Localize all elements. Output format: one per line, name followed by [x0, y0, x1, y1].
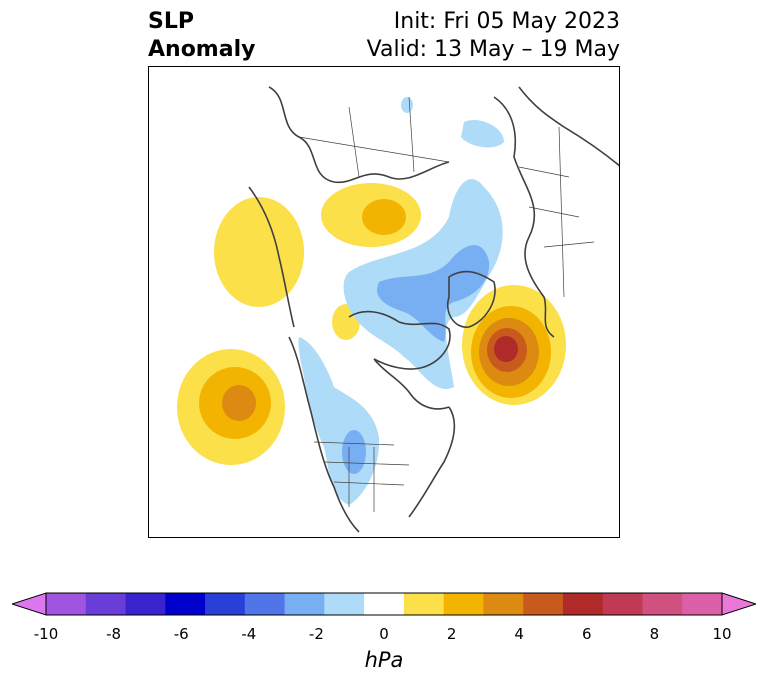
colorbar-tick-label: -4: [241, 625, 257, 643]
colorbar-segment: [205, 593, 246, 615]
colorbar-tick-label: 0: [379, 625, 389, 643]
coast-asia-east: [518, 86, 619, 167]
anomaly-high-pacific-core: [222, 385, 256, 421]
map-canvas: [149, 86, 619, 533]
colorbar-segment: [165, 593, 206, 615]
colorbar-tick-label: -10: [33, 625, 59, 643]
colorbar-extend-low: [10, 592, 47, 616]
coast-alaska: [248, 186, 295, 328]
anomaly-low-small: [401, 97, 413, 113]
colorbar-segment: [403, 593, 445, 615]
anomaly-low-north-america-core: [342, 430, 366, 474]
colorbar-segment: [562, 593, 604, 615]
colorbar-graphic: [10, 592, 758, 616]
coast-siberia: [268, 86, 450, 184]
colorbar-segment: [642, 593, 683, 615]
colorbar-segment: [324, 593, 365, 615]
colorbar-segment: [364, 593, 405, 615]
init-date: Init: Fri 05 May 2023: [393, 9, 620, 34]
colorbar-tick-label: 10: [712, 625, 732, 643]
colorbar-tick-label: -2: [308, 625, 324, 643]
coastlines: [248, 86, 619, 533]
anomaly-high-arctic-core: [362, 199, 406, 235]
anomaly-low-north-america: [298, 337, 380, 505]
anomaly-low-north: [461, 119, 504, 148]
border-europe: [518, 126, 595, 298]
colorbar-tick-label: 2: [446, 625, 457, 643]
colorbar-tick-label: 6: [582, 625, 592, 643]
colorbar-segment: [483, 593, 524, 615]
coast-greenland: [447, 270, 496, 328]
coast-west-na: [288, 336, 360, 533]
colorbar-segment: [85, 593, 127, 615]
coast-east-na: [408, 406, 456, 518]
anomaly-fields: [177, 97, 566, 505]
edge-gap: [149, 285, 153, 321]
colorbar-segment: [682, 593, 723, 615]
colorbar-tick-label: 8: [649, 625, 660, 643]
coast-europe: [493, 96, 555, 338]
coast-hudson: [373, 358, 450, 410]
colorbar: [10, 592, 758, 622]
coast-canada-arctic: [348, 310, 451, 370]
anomaly-low-arctic-core: [377, 245, 490, 342]
anomaly-high-atlantic-core: [494, 336, 518, 362]
colorbar-segment: [244, 593, 286, 615]
colorbar-tick-label: -8: [106, 625, 122, 643]
colorbar-segment: [523, 593, 564, 615]
colorbar-tick-label: -6: [173, 625, 189, 643]
colorbar-segment: [602, 593, 643, 615]
colorbar-extend-high: [721, 592, 758, 616]
map-subtitle: Init: Fri 05 May 2023 Valid: 13 May – 19…: [367, 8, 620, 64]
colorbar-segment: [46, 593, 87, 615]
border-states: [323, 447, 410, 512]
borders: [298, 96, 595, 512]
colorbar-frame: [45, 592, 723, 616]
colorbar-segment: [125, 593, 166, 615]
slp-anomaly-map: [148, 66, 620, 538]
border-russia: [298, 96, 450, 178]
map-title: SLP Anomaly: [148, 8, 255, 64]
valid-range: Valid: 13 May – 19 May: [366, 37, 620, 62]
colorbar-segment: [284, 593, 325, 615]
colorbar-segment: [443, 593, 484, 615]
colorbar-units: hPa: [364, 648, 404, 672]
title-line-1: SLP: [148, 9, 194, 34]
anomaly-high-nw-canada: [214, 197, 304, 307]
colorbar-tick-label: 4: [514, 625, 524, 643]
border-us-canada: [313, 441, 395, 446]
title-line-2: Anomaly: [148, 37, 256, 62]
